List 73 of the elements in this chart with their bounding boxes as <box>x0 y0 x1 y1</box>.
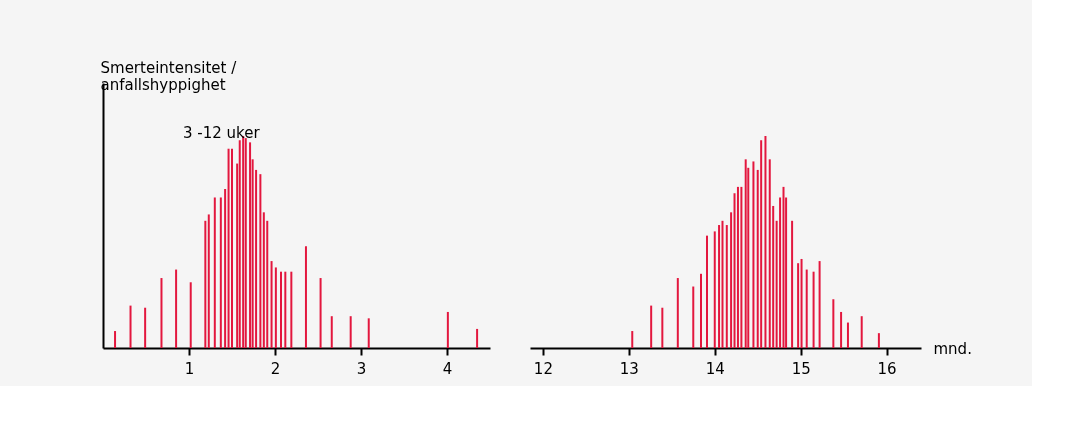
bar <box>231 148 233 348</box>
bar <box>779 197 782 348</box>
bar <box>877 333 880 348</box>
bar <box>290 271 293 348</box>
bar <box>706 235 709 348</box>
bar <box>270 261 273 348</box>
bar <box>764 136 767 348</box>
bar <box>129 305 132 348</box>
bar <box>713 231 716 348</box>
bar <box>800 258 803 348</box>
bar <box>204 220 207 348</box>
bar <box>797 263 800 348</box>
bar <box>160 278 163 348</box>
bar <box>227 148 230 348</box>
bar <box>752 161 755 348</box>
bar <box>274 267 277 348</box>
bar <box>446 311 449 348</box>
bar <box>367 318 370 348</box>
bar <box>718 225 721 348</box>
bar <box>832 299 835 348</box>
bar <box>721 220 724 348</box>
bar <box>631 331 634 348</box>
bar <box>661 307 664 348</box>
bar <box>330 316 333 348</box>
bar <box>259 174 262 348</box>
bar <box>805 269 808 348</box>
bar <box>730 212 733 348</box>
bar <box>760 140 763 348</box>
bar <box>284 271 287 348</box>
bar <box>650 305 653 348</box>
bar <box>238 140 241 348</box>
bar <box>280 271 283 348</box>
x-tick-label: 2 <box>270 359 281 378</box>
bar <box>262 212 265 348</box>
x-axis-title: mnd. <box>933 339 972 358</box>
y-axis-title: Smerteintensitet / anfallshyppighet <box>100 58 238 94</box>
bar <box>846 322 849 348</box>
x-tick-label: 13 <box>619 359 639 378</box>
bar <box>700 273 703 348</box>
bar <box>736 186 739 348</box>
x-tick-label: 12 <box>533 359 553 378</box>
bar <box>144 307 147 348</box>
bar <box>818 261 821 348</box>
x-tick-label: 4 <box>442 359 453 378</box>
bar <box>812 271 815 348</box>
bar <box>744 159 747 348</box>
bar <box>791 220 794 348</box>
bar <box>207 214 210 348</box>
bar <box>349 316 352 348</box>
bar <box>213 197 216 348</box>
bar <box>725 225 728 348</box>
bar <box>319 278 322 348</box>
x-tick-label: 3 <box>356 359 367 378</box>
bar <box>740 186 743 348</box>
x-tick-label: 15 <box>791 359 811 378</box>
bar <box>860 316 863 348</box>
bar <box>782 186 785 348</box>
bar <box>249 142 252 348</box>
bar <box>840 311 843 348</box>
bar <box>692 286 695 348</box>
bar <box>114 331 117 348</box>
annotation: 3 -12 uker <box>183 124 261 142</box>
bar <box>768 159 771 348</box>
bar <box>224 189 227 348</box>
x-tick-label: 1 <box>184 359 195 378</box>
bar <box>476 328 479 348</box>
x-tick-label: 14 <box>705 359 725 378</box>
x-tick-label: 16 <box>877 359 897 378</box>
bar <box>175 269 178 348</box>
bar <box>189 282 192 348</box>
bar <box>219 197 222 348</box>
bar <box>676 278 679 348</box>
bar <box>304 246 307 348</box>
